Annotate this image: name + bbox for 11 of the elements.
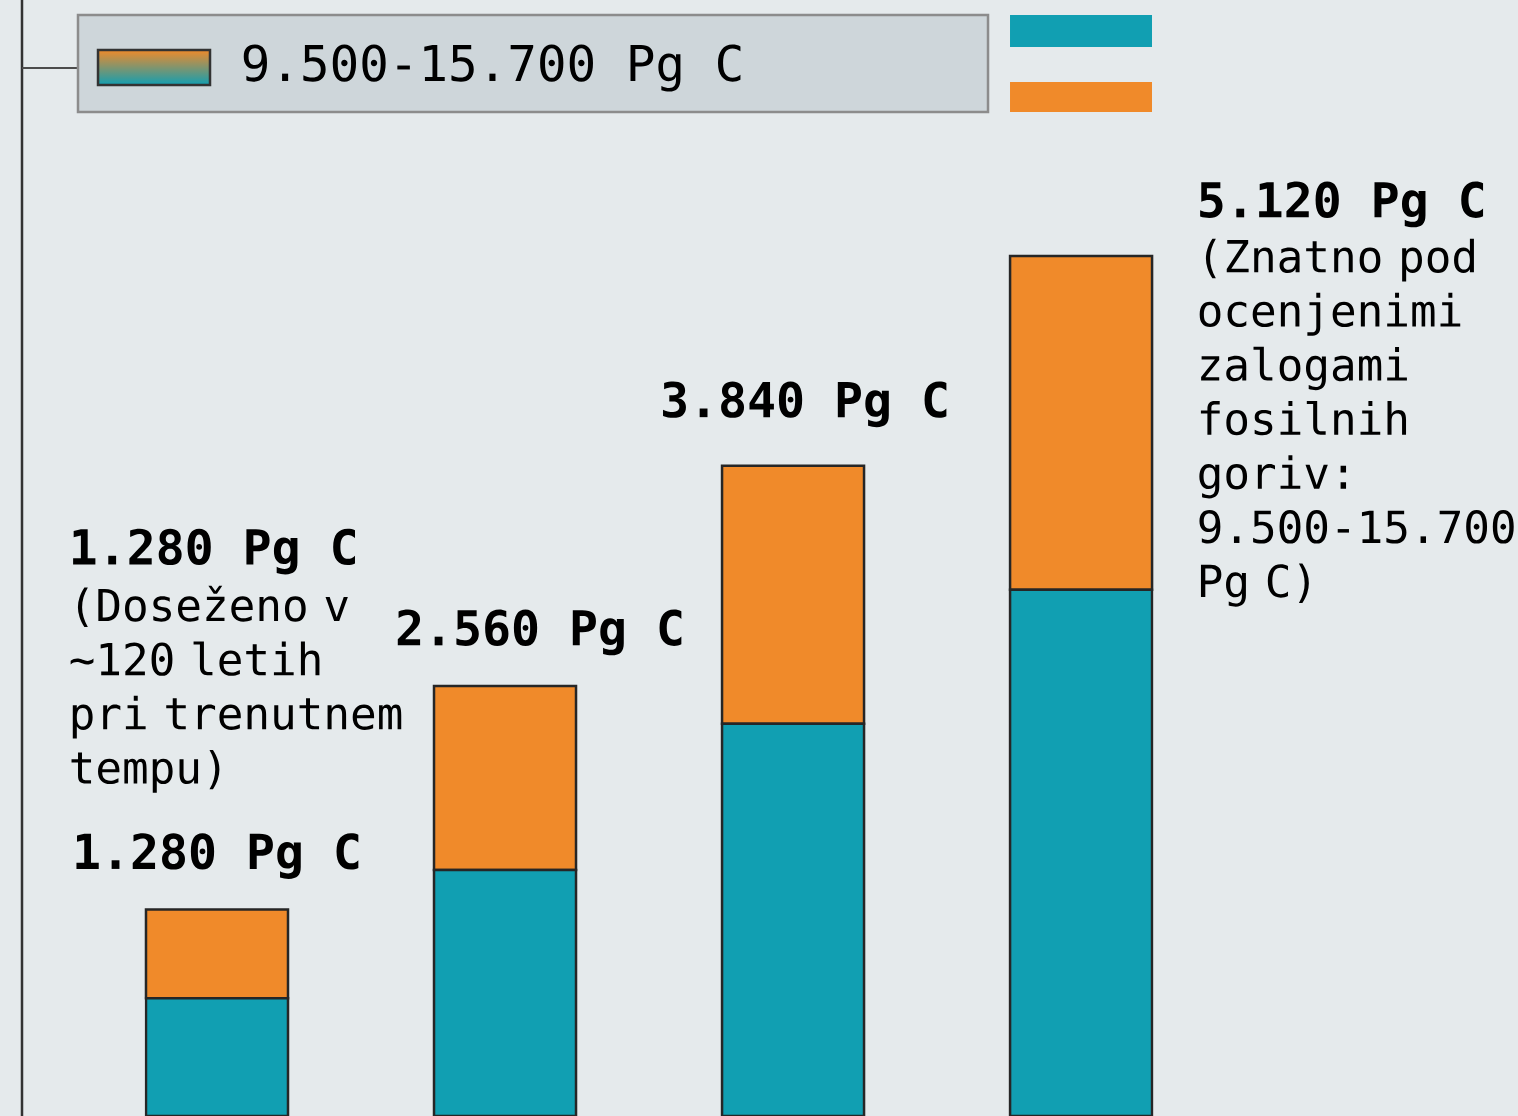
text: 9.500-15.700 Pg C [243,44,741,92]
bar [432,684,578,872]
bar [1008,588,1154,1116]
annotation: (Znatno pod ocenjenimi zalogami fosilnih goriv: 9.500-15.700 Pg C) [1199,238,1514,607]
bar [432,868,578,1116]
annotation: 3.840 Pg C [663,381,947,428]
bar [144,996,290,1116]
annotation: 1.280 Pg C [73,528,355,575]
annotation: 1.280 Pg C [76,833,359,879]
text: 5.120 Pg C [1200,181,1484,228]
bar [720,722,866,1116]
